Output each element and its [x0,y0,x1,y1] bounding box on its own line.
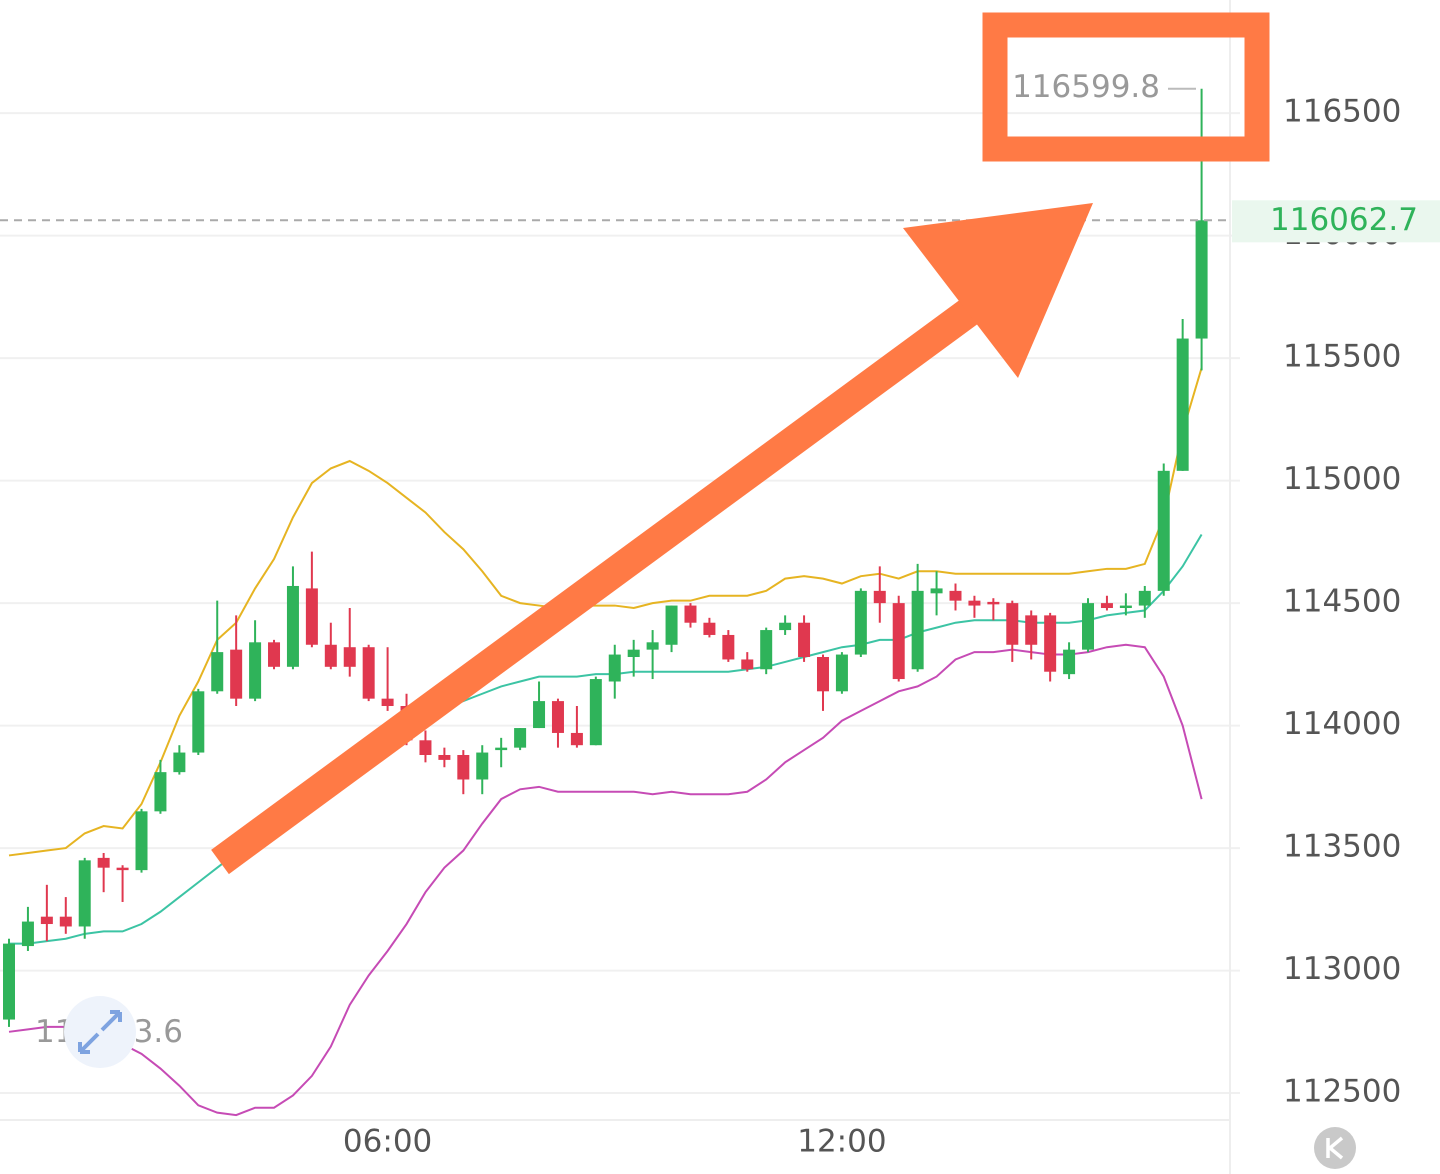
candle-body [476,752,489,780]
highlight-box [982,12,1270,162]
x-tick-label: 06:00 [343,1124,432,1160]
candle-body [911,590,924,670]
candle-body [1176,338,1189,471]
x-tick-label: 12:00 [797,1124,886,1160]
candle-body [551,701,564,733]
candle-body [589,679,602,746]
y-tick-label: 113000 [1283,951,1401,987]
candle-body [1138,590,1151,606]
candle-body [1100,603,1113,609]
candle-body [514,728,527,748]
last-price-label: 116062.7 [1270,202,1418,238]
candle-body [608,654,621,682]
candle-body [1063,649,1076,675]
k-button[interactable] [1314,1127,1356,1169]
candle-body [154,772,167,812]
candle-body [173,752,186,773]
candle-body [116,867,129,871]
candle-body [78,860,91,927]
candle-body [419,740,432,755]
candle-body [249,642,262,699]
candle-body [324,644,337,667]
candle-body [646,642,659,650]
candle-body [59,916,72,927]
candle-body [816,657,829,692]
swap-icon[interactable] [78,1010,122,1054]
candle-body [438,754,451,760]
candle-body [968,600,981,606]
candle-body [930,588,943,594]
high-marker-label: 116599.8 [1012,69,1160,105]
candle-body [230,649,243,699]
arrow-head [903,203,1093,378]
candle-body [1119,605,1132,609]
candle-body [286,585,299,667]
candle-body [457,754,470,780]
candle-body [362,647,375,699]
candle-body [949,590,962,601]
swap-icon-bg[interactable] [64,996,136,1068]
candle-body [1006,603,1019,645]
candle-body [722,634,735,660]
candle-body [1025,615,1038,645]
y-tick-label: 114500 [1283,584,1401,620]
candle-body [1195,220,1208,339]
band-line [8,643,1203,1117]
band-line [8,367,1203,857]
candle-body [3,943,15,1020]
candle-body [854,590,867,655]
arrow-shaft [211,287,994,875]
candle-body [760,630,773,670]
candle-body [211,652,224,692]
candles [3,88,1208,1027]
y-tick-label: 113500 [1283,829,1401,865]
y-tick-label: 115000 [1283,461,1401,497]
candle-body [665,605,678,645]
candle-body [381,698,394,707]
band-line [9,534,1203,945]
candle-body [343,647,356,667]
candle-body [305,588,318,645]
candle-body [135,811,148,871]
candle-body [684,605,697,623]
candle-body [987,601,1000,605]
candle-body [533,701,546,729]
candle-body [873,590,886,604]
y-tick-label: 115500 [1283,339,1401,375]
candle-body [627,649,640,658]
candle-body [40,916,53,925]
grid: 112500 113000 113500 114000 114500 115000 1155… [0,94,1401,1160]
candle-body [835,654,848,692]
candle-body [892,603,905,680]
last-price-box [1232,200,1440,243]
candle-body [741,659,754,670]
candle-body [97,857,110,868]
k-icon [1326,1136,1344,1160]
y-tick-label: 112500 [1283,1074,1401,1110]
candle-body [779,622,792,631]
candle-body [798,622,811,658]
y-tick-label: 116500 [1283,94,1401,130]
candle-body [703,622,716,635]
candle-body [268,642,281,667]
candle-body [1044,615,1057,672]
candle-body [570,732,583,746]
y-tick-label: 114000 [1283,706,1401,742]
candle-body [21,921,34,947]
candle-body [1082,603,1095,650]
candle-body [1157,470,1170,591]
candle-body [495,747,508,751]
candle-body [192,691,205,753]
bands [8,367,1203,1117]
